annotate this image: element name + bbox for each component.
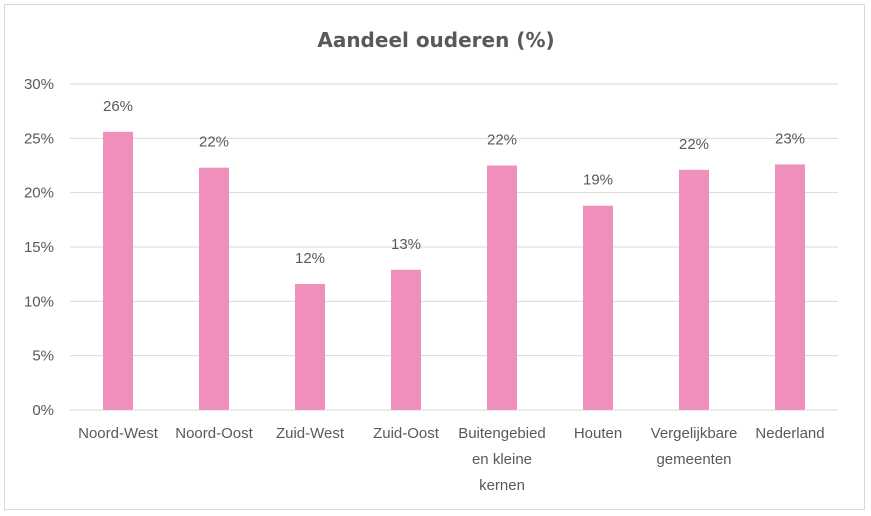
x-axis-category-labels: Noord-West Noord-Oost Zuid-West Zuid-Oost Bu… [78,425,824,494]
category-label: Noord-Oost [175,425,253,442]
data-label: 19% [583,172,613,189]
category-label: Zuid-Oost [373,425,440,442]
bar [199,167,229,410]
y-tick-label: 15% [24,239,54,256]
category-label: Vergelijkbare gemeenten [651,425,738,468]
bar [103,131,133,410]
category-label-line: Noord-Oost [175,425,253,442]
gridlines [70,83,838,411]
bar [679,169,709,410]
category-label: Zuid-West [276,425,345,442]
category-label-line: kernen [479,477,525,494]
category-label-line: Houten [574,425,622,442]
category-label-line: Zuid-Oost [373,425,440,442]
data-label: 12% [295,250,325,267]
category-label: Nederland [755,425,824,442]
category-label: Buitengebied en kleine kernen [458,425,546,494]
data-label: 22% [679,136,709,153]
bar [487,165,517,410]
category-label-line: Noord-West [78,425,159,442]
category-label-line: en kleine [472,451,532,468]
y-tick-label: 25% [24,130,54,147]
bar [583,205,613,410]
category-label-line: gemeenten [656,451,731,468]
y-tick-label: 0% [32,402,54,419]
bar [391,269,421,410]
y-tick-label: 20% [24,185,54,202]
bars [103,131,805,410]
y-tick-label: 30% [24,76,54,93]
category-label: Houten [574,425,622,442]
category-label-line: Buitengebied [458,425,546,442]
category-label-line: Zuid-West [276,425,345,442]
y-tick-label: 10% [24,293,54,310]
data-label: 26% [103,98,133,115]
data-labels: 26% 22% 12% 13% 22% 19% 22% 23% [103,98,805,267]
category-label-line: Vergelijkbare [651,425,738,442]
bar [775,164,805,410]
category-label: Noord-West [78,425,159,442]
bar [295,283,325,410]
category-label-line: Nederland [755,425,824,442]
data-label: 22% [199,134,229,151]
data-label: 22% [487,132,517,149]
y-tick-label: 5% [32,348,54,365]
y-axis-tick-labels: 0% 5% 10% 15% 20% 25% 30% [24,76,54,419]
chart-frame [4,4,865,510]
data-label: 13% [391,236,421,253]
data-label: 23% [775,130,805,147]
chart-title: Aandeel ouderen (%) [317,28,554,52]
